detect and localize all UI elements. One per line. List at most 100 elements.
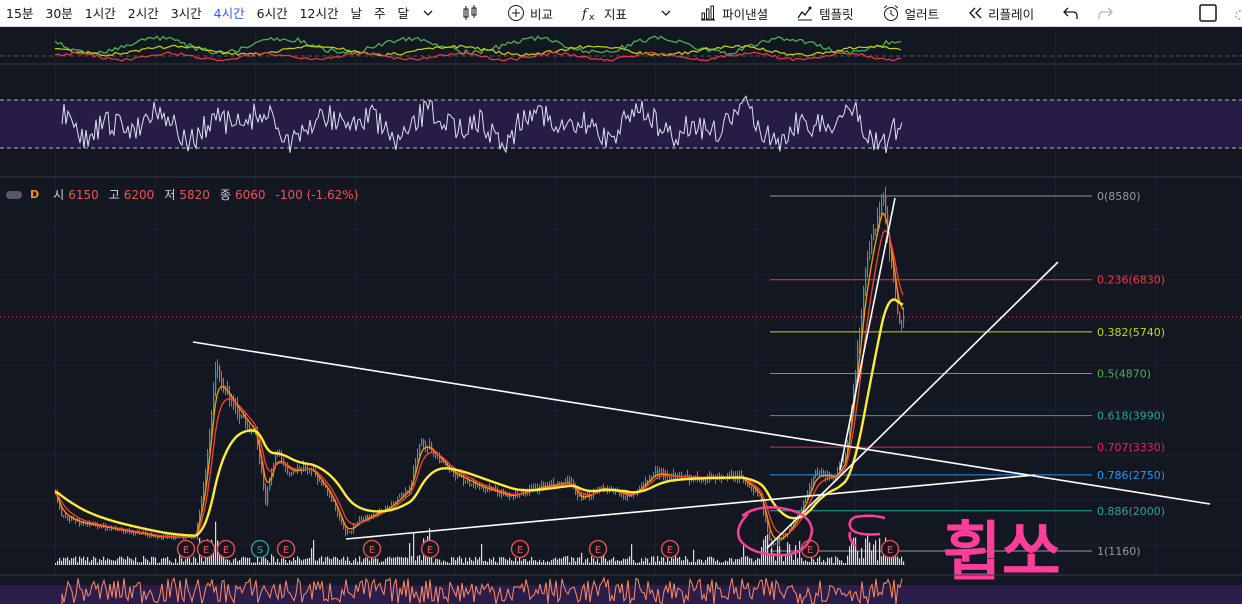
- volume-bar: [807, 561, 809, 565]
- timeframe-7[interactable]: 12시간: [299, 5, 339, 21]
- alert-button[interactable]: 얼러트: [874, 0, 948, 27]
- volume-bar: [341, 558, 343, 565]
- financial-panel-button[interactable]: 파이낸셜: [691, 0, 776, 27]
- volume-bar: [857, 550, 859, 565]
- volume-bar: [567, 556, 569, 565]
- volume-bar: [565, 556, 567, 565]
- fullscreen-button[interactable]: [1190, 0, 1226, 27]
- timeframe-0[interactable]: 15분: [6, 5, 34, 21]
- candle-body: [701, 479, 703, 481]
- volume-bar: [305, 559, 307, 565]
- event-badge-6[interactable]: [420, 539, 440, 559]
- volume-bar: [93, 556, 95, 565]
- volume-bar: [271, 554, 273, 565]
- alarm-icon: [883, 5, 898, 21]
- breakout-trendline[interactable]: [766, 261, 1059, 549]
- candle-body: [487, 488, 489, 490]
- timeframe-5[interactable]: 4시간: [213, 5, 245, 21]
- timeframe-8[interactable]: 날: [350, 5, 362, 21]
- compare-button[interactable]: 비교: [499, 0, 561, 27]
- timeframe-dropdown-button[interactable]: [415, 0, 441, 27]
- price-chart[interactable]: 0(8580) 0.236(6830) 0.382(5740) 0.5(4870) 0.…: [0, 28, 1242, 604]
- ascending-trendline[interactable]: [345, 474, 1036, 540]
- timeframe-9[interactable]: 주: [374, 5, 386, 21]
- trendline-drawings[interactable]: [192, 197, 1211, 549]
- event-badge-9[interactable]: [660, 539, 680, 559]
- timeframe-6[interactable]: 6시간: [256, 5, 288, 21]
- volume-bar: [801, 557, 803, 565]
- chart-type-button[interactable]: [453, 0, 487, 27]
- volume-bar: [569, 562, 571, 565]
- event-badge-8[interactable]: [588, 539, 608, 559]
- event-badge-1[interactable]: [196, 539, 216, 559]
- undo-button[interactable]: [1054, 0, 1088, 27]
- volume-bar: [61, 560, 63, 565]
- volume-bar: [819, 556, 821, 565]
- legend-toggle[interactable]: [6, 190, 22, 199]
- volume-bar: [233, 559, 235, 565]
- circle-mark[interactable]: [737, 506, 814, 557]
- candle-body: [133, 532, 135, 534]
- volume-bar: [713, 558, 715, 565]
- event-badge-2[interactable]: [216, 539, 236, 559]
- timeframe-3[interactable]: 2시간: [127, 5, 159, 21]
- whipsaw-annotation[interactable]: 휩쏘: [737, 506, 1061, 590]
- candle-body: [821, 471, 823, 473]
- volume-bar: [537, 561, 539, 565]
- volume-bar: [837, 557, 839, 565]
- timeframe-4[interactable]: 3시간: [170, 5, 202, 21]
- indicators-dropdown-button[interactable]: [653, 0, 679, 27]
- descending-trendline[interactable]: [192, 341, 1211, 505]
- volume-bar: [751, 558, 753, 565]
- fibonacci-retracement[interactable]: 0(8580) 0.236(6830) 0.382(5740) 0.5(4870) 0.…: [770, 190, 1165, 558]
- volume-bar: [517, 561, 519, 565]
- volume-bar: [309, 557, 311, 565]
- open-label: 시: [53, 188, 65, 202]
- candle-body: [881, 203, 883, 213]
- cloud-save-button[interactable]: [1226, 0, 1242, 27]
- arrow-mark[interactable]: [848, 514, 886, 547]
- volume-bar: [385, 558, 387, 565]
- volume-bar: [123, 558, 125, 565]
- event-badge-5[interactable]: [362, 539, 382, 559]
- volume-bar: [547, 561, 549, 565]
- volume-bar: [771, 547, 773, 565]
- volume-bar: [759, 558, 761, 565]
- candle-body: [77, 521, 79, 523]
- candle-body: [363, 519, 365, 522]
- event-badge-7[interactable]: [510, 539, 530, 559]
- steep-trendline[interactable]: [839, 197, 896, 471]
- event-badge-label-6: E: [427, 545, 433, 556]
- event-badge-0[interactable]: [176, 539, 196, 559]
- volume-bar: [247, 557, 249, 565]
- candle-body: [291, 471, 293, 475]
- volume-bar: [105, 560, 107, 565]
- replay-button[interactable]: 리플레이: [959, 0, 1042, 27]
- timeframe-10[interactable]: 달: [397, 5, 410, 21]
- high-label: 고: [108, 188, 120, 202]
- volume-bar: [117, 558, 119, 565]
- timeframe-2[interactable]: 1시간: [84, 5, 116, 21]
- timeframe-1[interactable]: 30분: [45, 5, 73, 21]
- candle-body: [99, 527, 101, 529]
- candle-body: [239, 413, 241, 418]
- volume-bar: [253, 562, 255, 565]
- fib-level-label-4: 0.618(3990): [1097, 410, 1165, 423]
- templates-button[interactable]: 템플릿: [788, 0, 862, 27]
- event-badge-3[interactable]: [250, 539, 270, 559]
- volume-bar: [867, 533, 869, 565]
- event-badge-11[interactable]: [880, 539, 900, 559]
- volume-bar: [797, 558, 799, 565]
- volume-bar: [403, 557, 405, 565]
- volume-bar: [159, 562, 161, 565]
- volume-bar: [251, 562, 253, 565]
- svg-text:f: f: [581, 7, 589, 22]
- event-badge-4[interactable]: [276, 539, 296, 559]
- volume-bar: [655, 561, 657, 565]
- volume-bar: [121, 556, 123, 565]
- volume-bar: [609, 559, 611, 565]
- redo-button[interactable]: [1088, 0, 1122, 27]
- candle-body: [883, 195, 885, 204]
